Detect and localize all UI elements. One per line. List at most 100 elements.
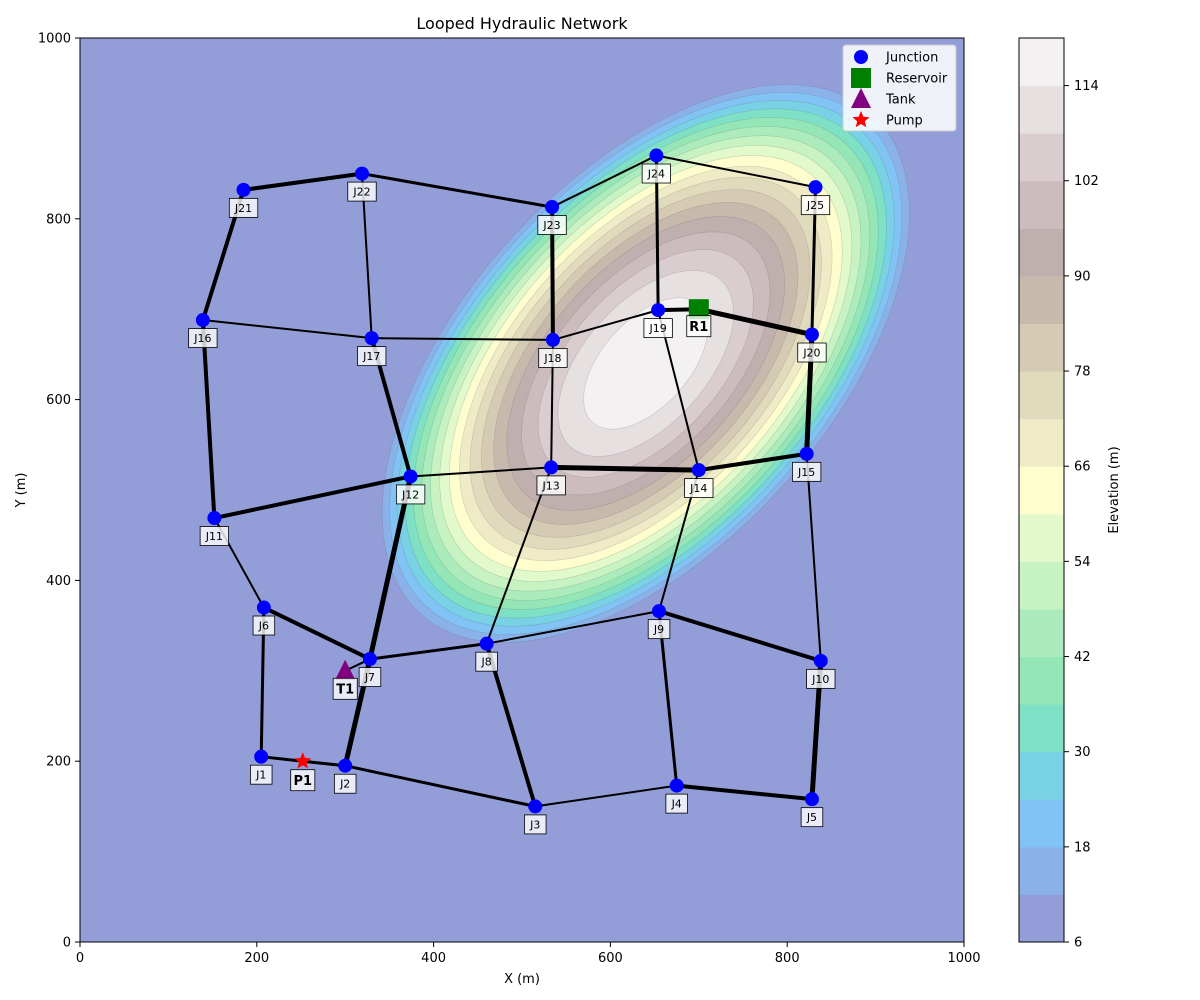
junction-j23-label-box	[537, 215, 567, 235]
junction-j20	[804, 327, 819, 342]
x-tick-label: 200	[244, 951, 269, 966]
junction-j20-label: J20	[797, 342, 827, 363]
junction-j4-label-text: J4	[671, 798, 682, 811]
junction-j3	[528, 799, 543, 814]
pipe	[655, 154, 817, 189]
legend: Junction Reservoir Tank Pump	[842, 44, 957, 132]
pipe	[548, 464, 702, 473]
junction-j7-label: J7	[358, 667, 382, 687]
colorbar-band	[1019, 228, 1064, 277]
junction-j21-label-box	[228, 197, 259, 218]
plot-frame	[79, 37, 965, 943]
junction-j6	[256, 600, 271, 615]
junction-j7-label-text: J7	[364, 671, 375, 684]
pipe	[551, 309, 660, 341]
junction-j7-label-box	[358, 667, 382, 687]
colorbar-tick-label: 114	[1074, 79, 1099, 94]
junction-j6-label: J6	[252, 615, 276, 636]
y-tick-label: 200	[46, 755, 71, 770]
junction-j2	[338, 758, 353, 773]
pipe	[657, 609, 823, 663]
colorbar-label: Elevation (m)	[1107, 446, 1122, 533]
junction-j10	[813, 653, 828, 668]
legend-tank-label: Tank	[885, 93, 916, 108]
junction-j15-label-text: J15	[797, 466, 815, 479]
pipe	[657, 609, 679, 788]
junction-j18	[545, 332, 560, 347]
colorbar-band	[1019, 133, 1064, 182]
junction-j5-label-box	[800, 807, 824, 828]
x-tick-label: 400	[421, 951, 446, 966]
junction-j10-label-box	[806, 668, 836, 689]
legend-frame	[842, 44, 957, 132]
junction-j9-label-box	[647, 619, 671, 640]
pipe-layer	[200, 154, 824, 809]
pipe	[212, 474, 413, 521]
colorbar-band	[1019, 799, 1064, 848]
x-tick-label: 0	[76, 951, 84, 966]
tank-t1-label: T1	[332, 677, 358, 700]
junction-j19	[651, 303, 666, 318]
junction-j16	[195, 313, 210, 328]
junction-j10-label: J10	[806, 668, 836, 689]
junction-j2-label-box	[333, 773, 357, 794]
colorbar-band	[1019, 751, 1064, 800]
colorbar-band	[1019, 85, 1064, 134]
reservoir-r1-label: R1	[686, 315, 712, 338]
pump-p1	[294, 752, 312, 769]
legend-pump-label: Pump	[886, 114, 923, 129]
colorbar-band	[1019, 323, 1064, 372]
junction-j11	[207, 511, 222, 526]
pipe	[674, 783, 814, 802]
colorbar-band	[1019, 38, 1064, 87]
junction-j8-label: J8	[475, 651, 498, 672]
junction-j15-label: J15	[792, 461, 822, 482]
junction-j20-label-box	[797, 342, 827, 363]
pump-p1-label: P1	[290, 769, 316, 792]
junction-j23-label-text: J23	[542, 219, 560, 232]
junction-j16-label-box	[188, 328, 218, 348]
pipe	[367, 473, 414, 662]
junction-j9	[652, 604, 667, 619]
node-label-layer: J1 J2 J3 J4 J5 J6 J7 J8 J9 J10 J11 J12 J13 J14 J15 J16 J…	[188, 163, 836, 835]
pipe	[805, 452, 822, 662]
junction-j12-label: J12	[395, 484, 426, 505]
reservoir-r1	[688, 299, 709, 320]
junction-j5-label: J5	[800, 807, 824, 828]
junction-j4-label: J4	[665, 793, 688, 814]
tank-t1-label-box	[332, 677, 358, 700]
junction-j12	[403, 469, 418, 484]
junction-j11-label-text: J11	[205, 530, 223, 543]
junction-j5	[804, 792, 819, 807]
junction-j13-label-text: J13	[542, 479, 560, 492]
pipe	[696, 451, 809, 473]
junction-j1-label-text: J1	[255, 769, 266, 782]
colorbar-tick-label: 78	[1074, 365, 1091, 380]
junction-j25-label-box	[800, 195, 831, 216]
junction-j2-label: J2	[333, 773, 357, 794]
junction-j14	[691, 463, 706, 478]
x-tick-label: 800	[775, 951, 800, 966]
colorbar-tick-label: 66	[1074, 460, 1091, 475]
pipe	[261, 605, 372, 662]
colorbar-band	[1019, 656, 1064, 705]
junction-j21	[236, 182, 251, 197]
junction-j14-label: J14	[684, 478, 714, 499]
legend-junction-label: Junction	[885, 51, 938, 66]
junction-j1-label: J1	[249, 764, 273, 785]
colorbar: 6 18 30 42 54 66 78 90 102 114	[1018, 37, 1099, 951]
pipe	[360, 172, 554, 209]
colorbar-band	[1019, 275, 1064, 324]
colorbar-tick-label: 6	[1074, 936, 1082, 951]
junction-j18-label-text: J18	[543, 352, 561, 365]
junction-j14-label-text: J14	[689, 482, 707, 495]
pump-p1-label-box	[290, 769, 316, 792]
junction-j22-label: J22	[347, 181, 377, 202]
legend-reservoir-marker	[851, 68, 871, 88]
colorbar-tick-label: 30	[1074, 745, 1091, 760]
junction-j22	[354, 166, 369, 181]
junction-j18-label-box	[538, 348, 568, 368]
pipe	[200, 318, 217, 521]
y-axis-label: Y (m)	[14, 473, 29, 509]
